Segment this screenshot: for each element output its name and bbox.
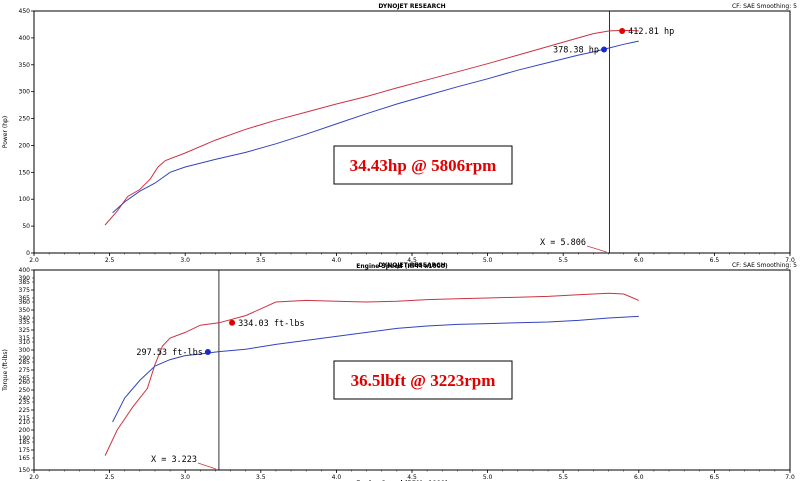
- summary-box: [333, 360, 513, 400]
- y-minor-tick-label: 360: [19, 299, 31, 306]
- y-minor-tick-label: 310: [19, 339, 31, 346]
- y-axis-label: Torque (ft-lbs): [2, 349, 9, 392]
- series-marker-label: 412.81 hp: [628, 27, 674, 37]
- y-tick-label: 250: [19, 387, 31, 394]
- summary-box: [333, 145, 513, 185]
- series-line-2: [112, 40, 639, 214]
- y-minor-tick-label: 385: [19, 279, 31, 286]
- x-tick-label: 3.0: [180, 474, 190, 481]
- x-tick-label: 2.5: [105, 257, 115, 264]
- x-tick-label: 5.5: [558, 257, 568, 264]
- cursor-label-leader: [586, 245, 607, 253]
- x-tick-label: 4.5: [407, 257, 417, 264]
- y-minor-tick-label: 365: [19, 295, 31, 302]
- y-minor-tick-label: 235: [19, 399, 31, 406]
- summary-box-text: 36.5lbft @ 3223rpm: [351, 371, 496, 390]
- y-tick-label: 50: [22, 223, 30, 230]
- y-minor-tick-label: 215: [19, 415, 31, 422]
- series-line-2: [112, 315, 639, 423]
- y-minor-tick-label: 335: [19, 319, 31, 326]
- y-minor-tick-label: 190: [19, 435, 31, 442]
- y-tick-label: 225: [19, 407, 31, 414]
- x-tick-label: 4.5: [407, 474, 417, 481]
- y-minor-tick-label: 390: [19, 275, 31, 282]
- chart-panel-1: DYNOJET RESEARCH CF: SAE Smoothing: 5 2.0 2…: [2, 3, 797, 270]
- y-tick-label: 150: [19, 169, 31, 176]
- x-tick-label: 3.5: [256, 474, 266, 481]
- y-tick-label: 300: [19, 347, 31, 354]
- y-tick-label: 150: [19, 467, 31, 474]
- y-tick-label: 0: [26, 250, 30, 257]
- x-tick-label: 5.5: [558, 474, 568, 481]
- x-tick-label: 5.0: [483, 257, 493, 264]
- x-tick-label: 2.5: [105, 474, 115, 481]
- cf-text: CF: SAE Smoothing: 5: [732, 262, 797, 269]
- y-tick-label: 175: [19, 447, 31, 454]
- cursor-label-leader: [197, 462, 217, 470]
- series-line-1: [104, 29, 639, 226]
- series-marker-1: [619, 27, 626, 34]
- y-axis-label: Power (hp): [2, 116, 9, 148]
- y-tick-label: 375: [19, 287, 31, 294]
- y-minor-tick-label: 285: [19, 359, 31, 366]
- y-minor-tick-label: 265: [19, 375, 31, 382]
- y-tick-label: 300: [19, 89, 31, 96]
- y-minor-tick-label: 165: [19, 455, 31, 462]
- x-axis-label: Engine Speed (RPM x1000): [356, 263, 448, 270]
- x-tick-label: 6.5: [710, 474, 720, 481]
- summary-box-text: 34.43hp @ 5806rpm: [350, 156, 497, 175]
- chart-panel-2: DYNOJET RESEARCH CF: SAE Smoothing: 5 2.0 2…: [2, 262, 797, 481]
- y-minor-tick-label: 210: [19, 419, 31, 426]
- x-tick-label: 7.0: [785, 257, 795, 264]
- x-tick-label: 6.0: [634, 474, 644, 481]
- x-tick-label: 6.5: [710, 257, 720, 264]
- series-marker-label: 378.38 hp: [553, 46, 599, 56]
- cursor-label: X = 5.806: [540, 238, 586, 248]
- x-tick-label: 2.0: [29, 474, 39, 481]
- x-tick-label: 3.5: [256, 257, 266, 264]
- y-minor-tick-label: 290: [19, 355, 31, 362]
- x-tick-label: 4.0: [332, 257, 342, 264]
- y-minor-tick-label: 340: [19, 315, 31, 322]
- series-line-1: [104, 292, 639, 456]
- plot-frame: [33, 10, 791, 254]
- y-tick-label: 100: [19, 196, 31, 203]
- y-minor-tick-label: 240: [19, 395, 31, 402]
- series-marker-1: [229, 319, 236, 326]
- y-minor-tick-label: 260: [19, 379, 31, 386]
- x-tick-label: 4.0: [332, 474, 342, 481]
- y-tick-label: 400: [19, 267, 31, 274]
- chart-header: DYNOJET RESEARCH: [378, 262, 445, 269]
- y-tick-label: 400: [19, 35, 31, 42]
- y-tick-label: 325: [19, 327, 31, 334]
- x-tick-label: 5.0: [483, 474, 493, 481]
- chart-header: DYNOJET RESEARCH: [378, 3, 445, 10]
- y-tick-label: 350: [19, 62, 31, 69]
- series-marker-2: [601, 46, 608, 53]
- y-minor-tick-label: 185: [19, 439, 31, 446]
- series-marker-2: [204, 348, 211, 355]
- y-tick-label: 275: [19, 367, 31, 374]
- cf-text: CF: SAE Smoothing: 5: [732, 3, 797, 10]
- y-tick-label: 350: [19, 307, 31, 314]
- y-tick-label: 250: [19, 116, 31, 123]
- y-tick-label: 450: [19, 8, 31, 15]
- series-marker-label: 297.53 ft-lbs: [136, 348, 203, 358]
- y-minor-tick-label: 315: [19, 335, 31, 342]
- x-tick-label: 3.0: [180, 257, 190, 264]
- y-tick-label: 200: [19, 427, 31, 434]
- x-tick-label: 6.0: [634, 257, 644, 264]
- series-marker-label: 334.03 ft-lbs: [238, 319, 305, 329]
- x-tick-label: 7.0: [785, 474, 795, 481]
- x-tick-label: 2.0: [29, 257, 39, 264]
- cursor-label: X = 3.223: [151, 455, 197, 465]
- y-tick-label: 200: [19, 142, 31, 149]
